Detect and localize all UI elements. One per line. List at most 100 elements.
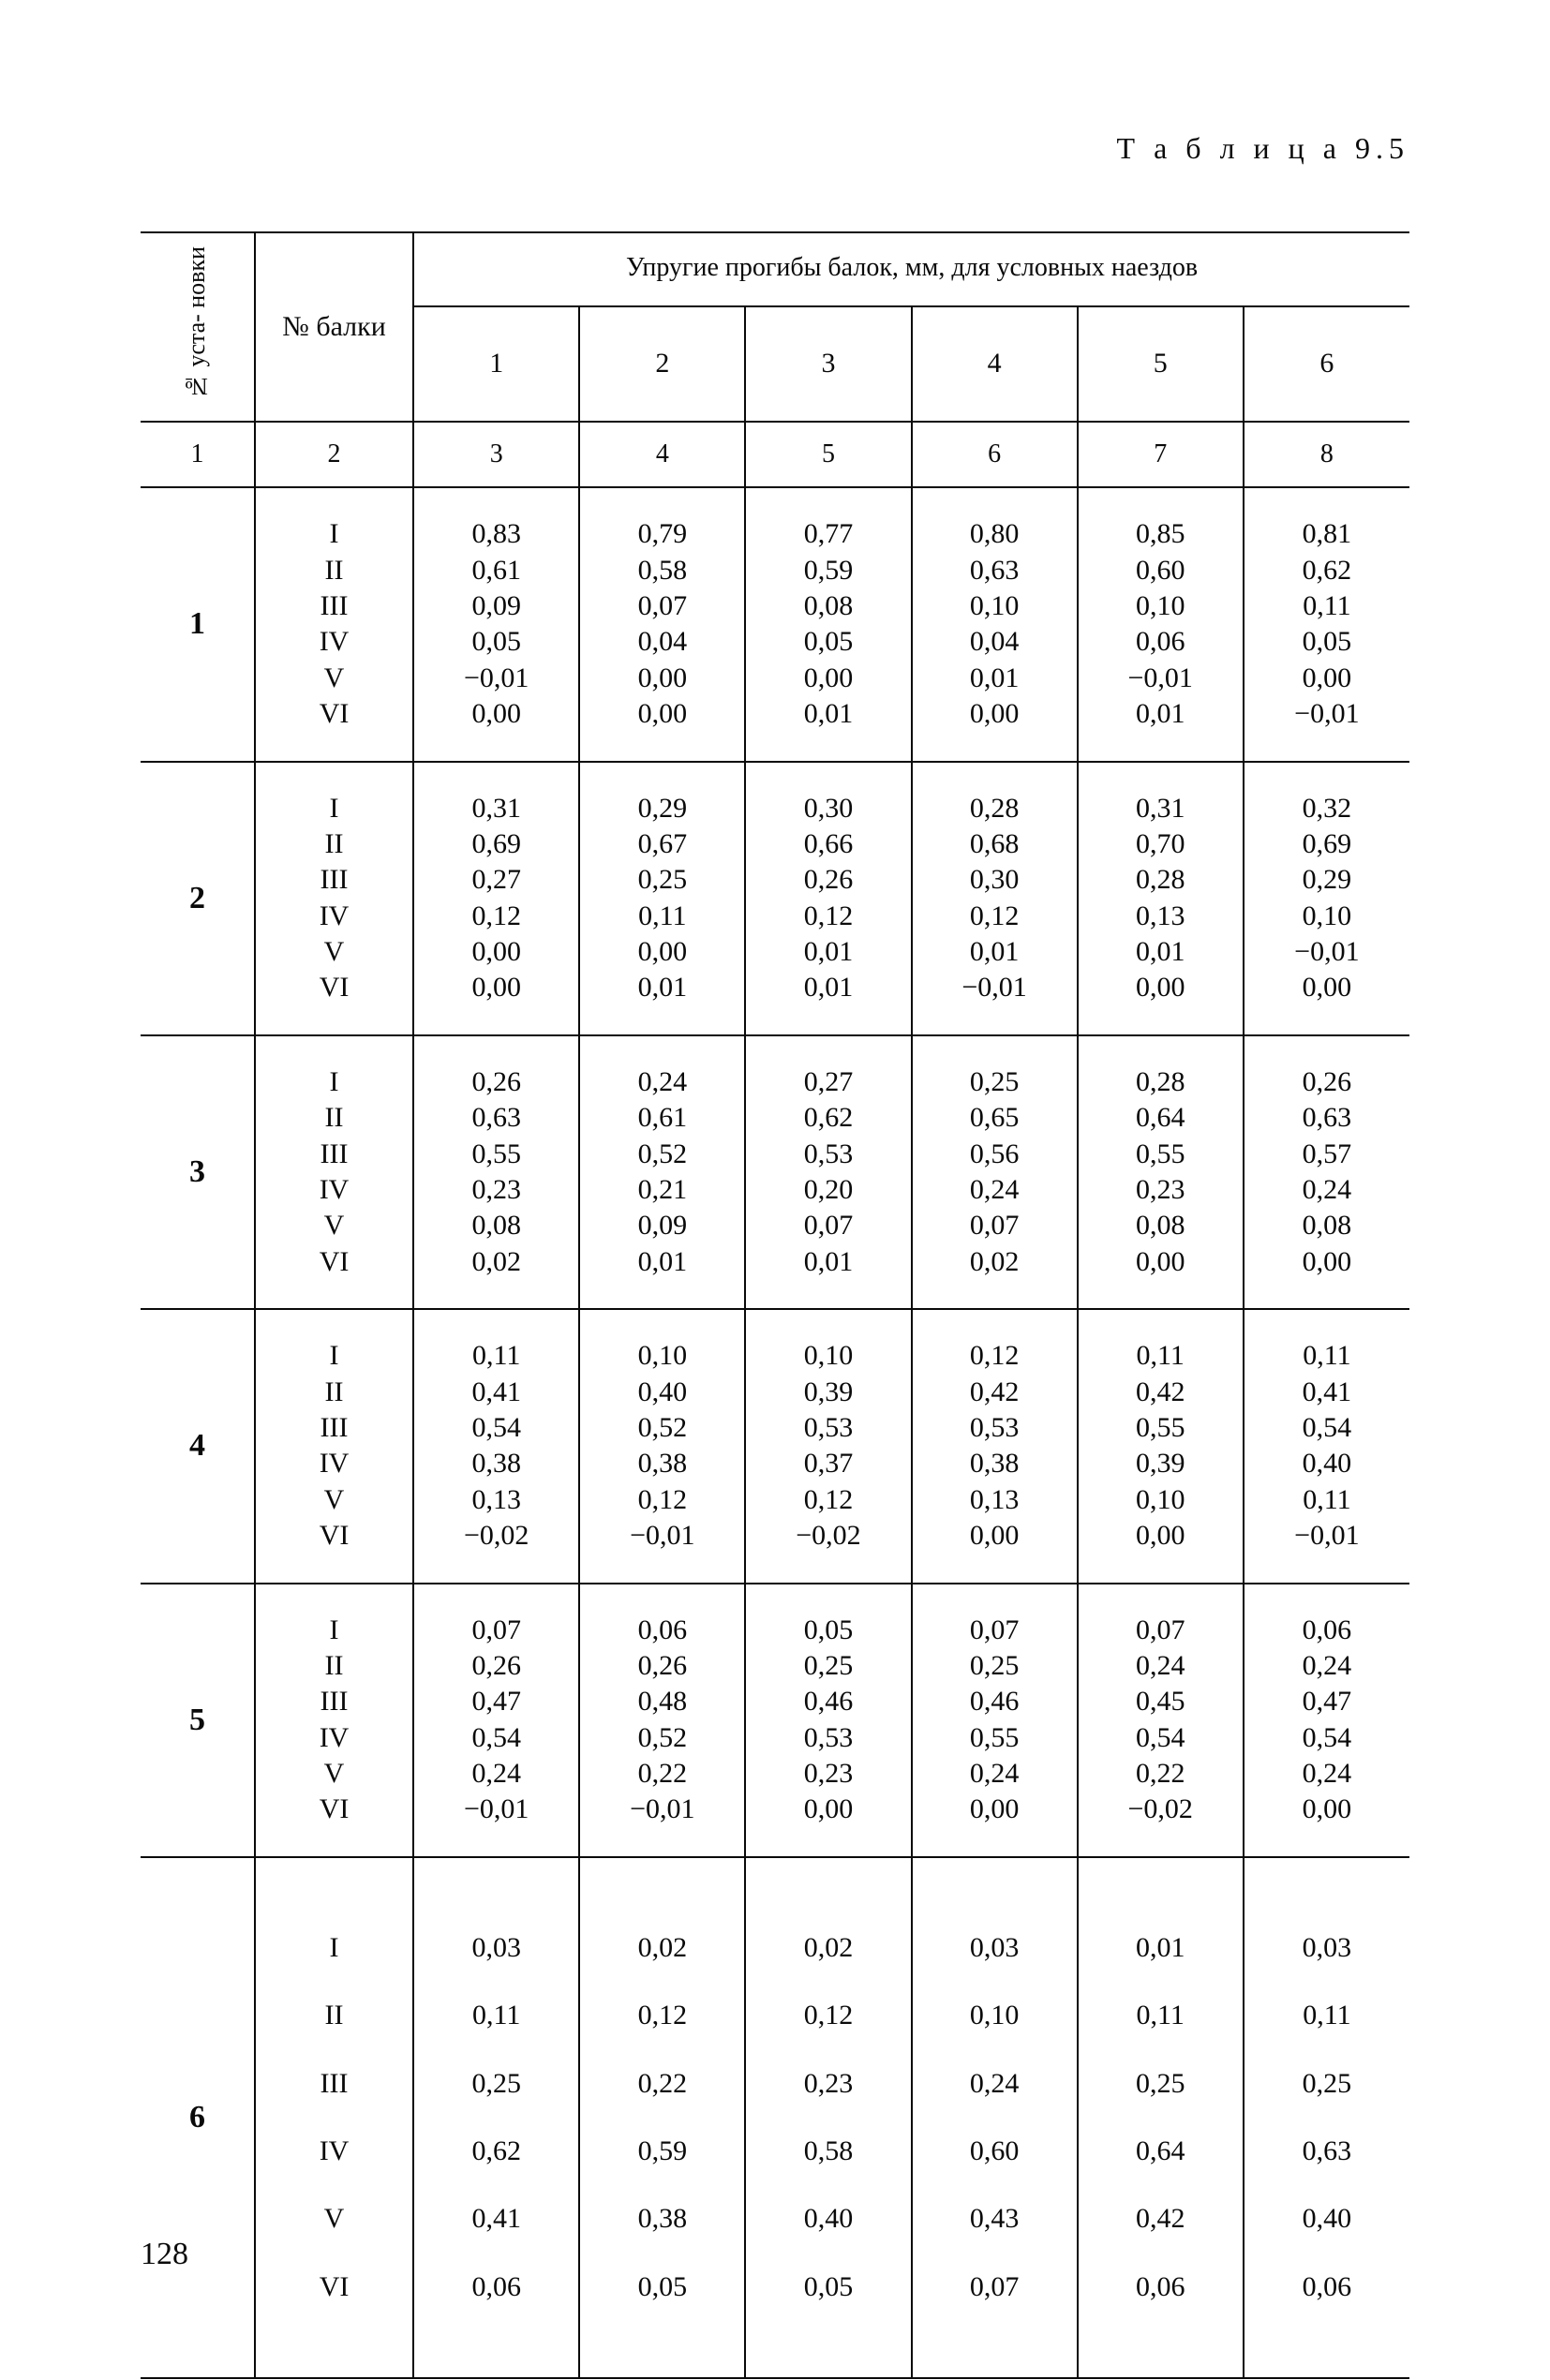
value: 0,52 bbox=[638, 1410, 688, 1446]
data-cell: 0,100,390,530,370,12−0,02 bbox=[745, 1309, 911, 1583]
value: 0,24 bbox=[970, 1172, 1020, 1208]
value: 0,53 bbox=[970, 1410, 1020, 1446]
value: 0,40 bbox=[1303, 2185, 1352, 2253]
value: 0,55 bbox=[471, 1137, 521, 1172]
value: 0,05 bbox=[804, 624, 854, 660]
value: 0,20 bbox=[804, 1172, 854, 1208]
value: 0,40 bbox=[804, 2185, 854, 2253]
value: 0,06 bbox=[1136, 624, 1185, 660]
value: 0,10 bbox=[970, 1982, 1020, 2049]
beam-label: II bbox=[325, 1982, 344, 2049]
data-cell: 0,240,610,520,210,090,01 bbox=[579, 1035, 745, 1309]
value: 0,31 bbox=[1136, 791, 1185, 826]
beam-label: V bbox=[324, 2185, 345, 2253]
value: 0,25 bbox=[1303, 2050, 1352, 2118]
beam-label: III bbox=[320, 1137, 349, 1172]
value: 0,85 bbox=[1136, 516, 1185, 552]
data-cell: 0,070,240,450,540,22−0,02 bbox=[1078, 1584, 1244, 1857]
value: 0,27 bbox=[471, 862, 521, 898]
value: 0,06 bbox=[1303, 1613, 1352, 1648]
value: 0,48 bbox=[638, 1684, 688, 1719]
value: 0,09 bbox=[638, 1208, 688, 1243]
value: 0,42 bbox=[1136, 2185, 1185, 2253]
value: 0,10 bbox=[804, 1338, 854, 1374]
value: 0,06 bbox=[1303, 2254, 1352, 2321]
value: −0,01 bbox=[464, 1792, 529, 1827]
value: 0,00 bbox=[471, 934, 521, 970]
value: 0,11 bbox=[1303, 1482, 1350, 1518]
data-cell: 0,110,410,540,380,13−0,02 bbox=[413, 1309, 579, 1583]
value: 0,24 bbox=[471, 1756, 521, 1792]
data-cell: 0,070,250,460,550,240,00 bbox=[912, 1584, 1078, 1857]
value: 0,06 bbox=[1136, 2254, 1185, 2321]
data-cell: 0,790,580,070,040,000,00 bbox=[579, 487, 745, 761]
value: 0,83 bbox=[471, 516, 521, 552]
value: 0,00 bbox=[970, 1518, 1020, 1554]
value: 0,63 bbox=[471, 1100, 521, 1136]
value: 0,02 bbox=[804, 1914, 854, 1982]
col-header-ustanovka: № уста- новки bbox=[141, 232, 255, 422]
ustanovka-cell: 2 bbox=[141, 762, 255, 1035]
value: 0,01 bbox=[804, 934, 854, 970]
value: 0,54 bbox=[1303, 1720, 1352, 1756]
value: 0,26 bbox=[1303, 1064, 1352, 1100]
value: 0,01 bbox=[638, 970, 688, 1005]
value: 0,54 bbox=[471, 1410, 521, 1446]
value: 0,02 bbox=[638, 1914, 688, 1982]
value: 0,63 bbox=[970, 553, 1020, 588]
value: 0,62 bbox=[804, 1100, 854, 1136]
beam-labels-cell: IIIIIIIVVVI bbox=[255, 762, 413, 1035]
value: 0,64 bbox=[1136, 2118, 1185, 2185]
value: 0,04 bbox=[638, 624, 688, 660]
beam-label: VI bbox=[320, 1244, 350, 1280]
value: 0,01 bbox=[804, 1244, 854, 1280]
value: −0,01 bbox=[1128, 661, 1193, 696]
beam-label: I bbox=[330, 1064, 339, 1100]
table-body: 1IIIIIIIVVVI0,830,610,090,05−0,010,000,7… bbox=[141, 487, 1409, 2378]
beam-label: II bbox=[325, 1100, 344, 1136]
value: 0,53 bbox=[804, 1720, 854, 1756]
value: 0,41 bbox=[1303, 1375, 1352, 1410]
value: 0,00 bbox=[970, 1792, 1020, 1827]
value: 0,61 bbox=[638, 1100, 688, 1136]
row-no-7: 7 bbox=[1078, 422, 1244, 487]
value: 0,54 bbox=[1303, 1410, 1352, 1446]
value: 0,08 bbox=[804, 588, 854, 624]
row-no-5: 5 bbox=[745, 422, 911, 487]
value: 0,10 bbox=[1303, 899, 1352, 934]
beam-label: IV bbox=[320, 624, 350, 660]
data-cell: 0,120,420,530,380,130,00 bbox=[912, 1309, 1078, 1583]
beam-label: I bbox=[330, 1338, 339, 1374]
value: 0,61 bbox=[471, 553, 521, 588]
beam-label: II bbox=[325, 1648, 344, 1684]
value: 0,77 bbox=[804, 516, 854, 552]
value: 0,23 bbox=[804, 2050, 854, 2118]
value: 0,12 bbox=[804, 899, 854, 934]
value: 0,38 bbox=[638, 1446, 688, 1481]
value: 0,01 bbox=[1136, 934, 1185, 970]
value: 0,11 bbox=[1137, 1338, 1185, 1374]
data-cell: 0,290,670,250,110,000,01 bbox=[579, 762, 745, 1035]
table-label: Т а б л и ц а 9.5 bbox=[141, 131, 1409, 166]
value: −0,01 bbox=[1294, 934, 1359, 970]
value: 0,07 bbox=[471, 1613, 521, 1648]
value: 0,29 bbox=[1303, 862, 1352, 898]
value: 0,59 bbox=[804, 553, 854, 588]
value: 0,63 bbox=[1303, 2118, 1352, 2185]
beam-label: IV bbox=[320, 1446, 350, 1481]
value: 0,55 bbox=[1136, 1410, 1185, 1446]
table-row: 4IIIIIIIVVVI0,110,410,540,380,13−0,020,1… bbox=[141, 1309, 1409, 1583]
value: 0,29 bbox=[638, 791, 688, 826]
value: 0,07 bbox=[1136, 1613, 1185, 1648]
beam-label: VI bbox=[320, 1518, 350, 1554]
value: 0,59 bbox=[638, 2118, 688, 2185]
deflection-table: № уста- новки № балки Упругие прогибы ба… bbox=[141, 231, 1409, 2379]
value: 0,56 bbox=[970, 1137, 1020, 1172]
value: 0,28 bbox=[970, 791, 1020, 826]
value: 0,22 bbox=[1136, 1756, 1185, 1792]
value: 0,00 bbox=[804, 661, 854, 696]
value: 0,62 bbox=[471, 2118, 521, 2185]
value: 0,41 bbox=[471, 1375, 521, 1410]
value: 0,00 bbox=[1136, 1518, 1185, 1554]
data-cell: 0,110,420,550,390,100,00 bbox=[1078, 1309, 1244, 1583]
